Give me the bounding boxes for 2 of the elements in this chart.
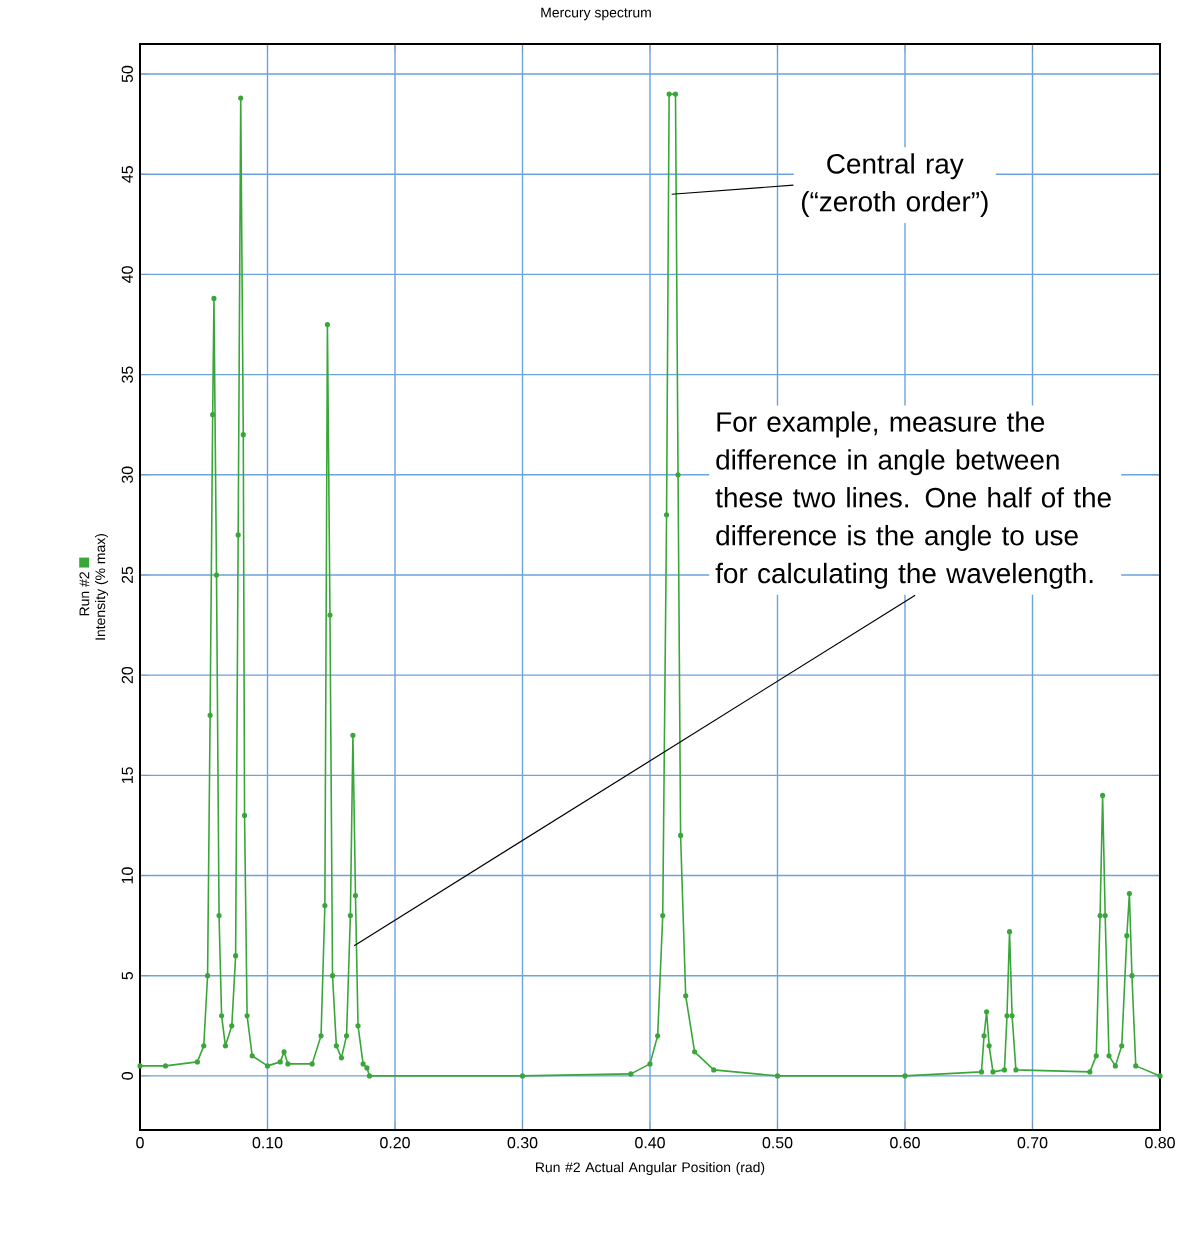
annotation: Central ray (“zeroth order”) (801, 153, 988, 218)
annotation: For example, measure the difference in angle between these two lines. One half of the difference is the angle to use for calculating the wavelength. (715, 411, 1111, 589)
